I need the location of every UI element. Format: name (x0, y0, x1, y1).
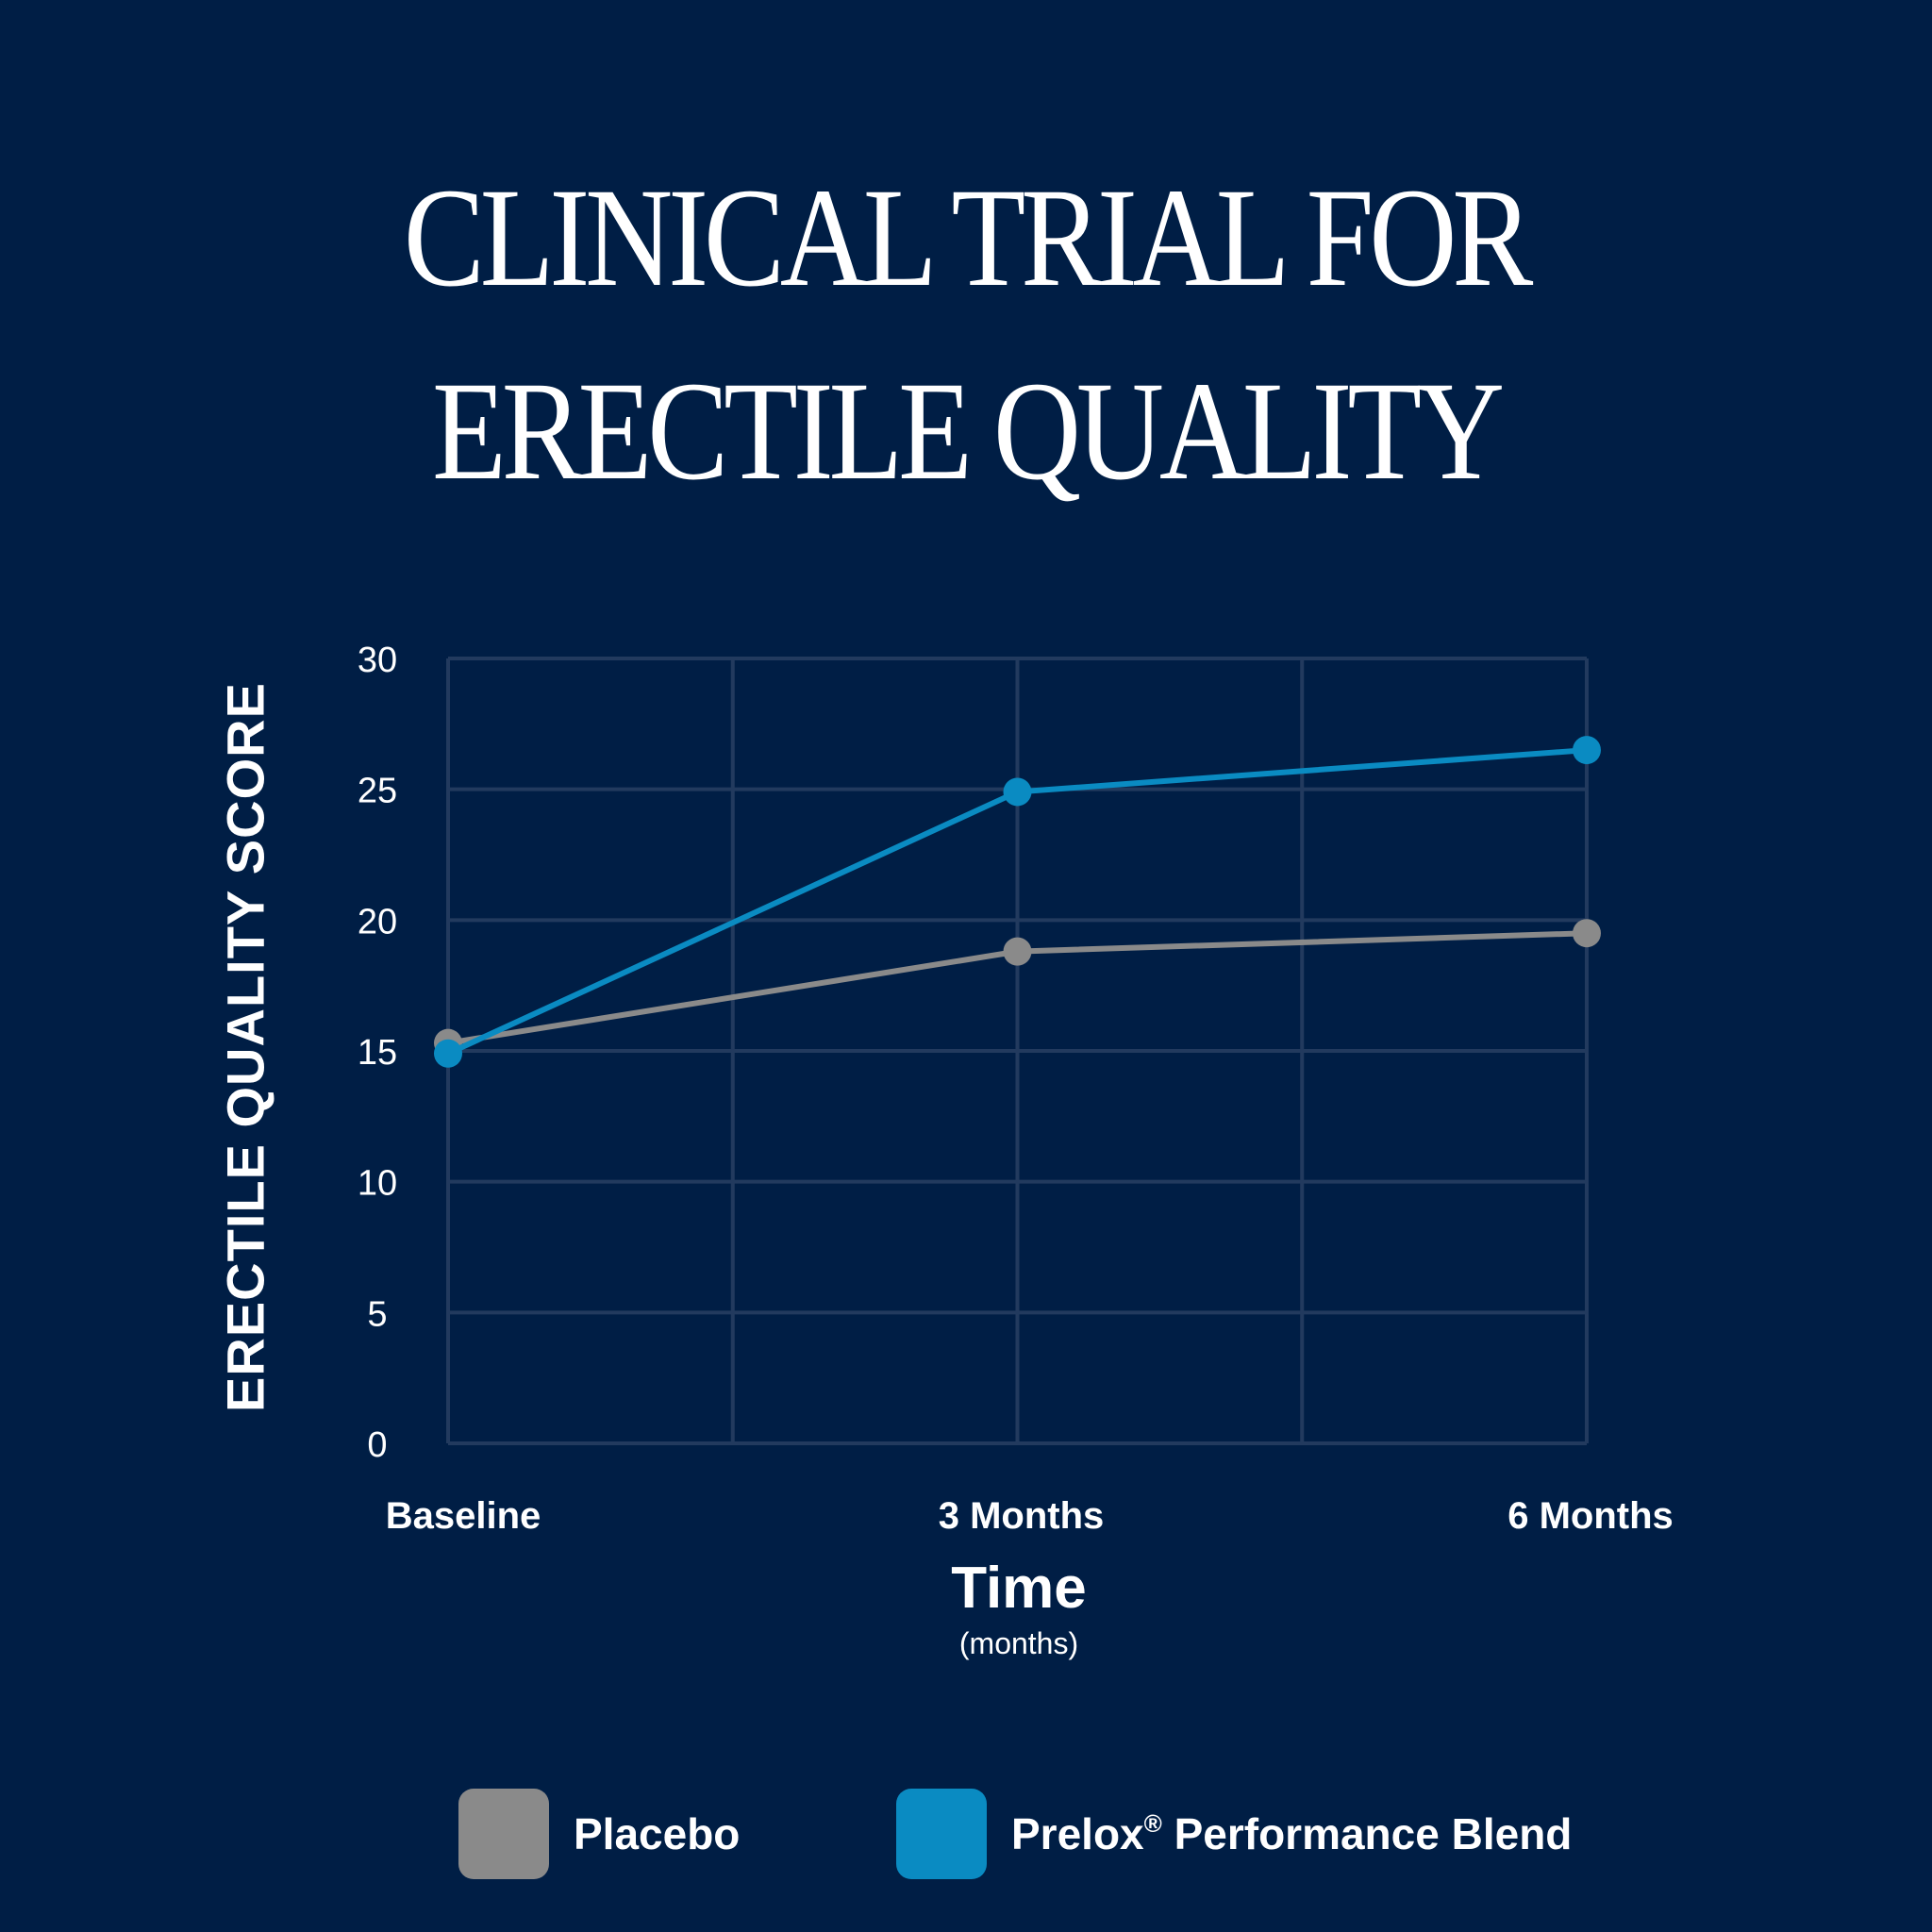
y-tick-label: 25 (358, 772, 397, 811)
y-tick-label: 15 (358, 1033, 397, 1073)
chart-title-line-2: ERECTILE QUALITY (432, 353, 1505, 509)
x-tick-label: Baseline (386, 1495, 541, 1537)
x-tick-label: 3 Months (939, 1495, 1105, 1537)
legend-label-placebo: Placebo (574, 1809, 741, 1858)
data-point-blend (1573, 736, 1601, 765)
registered-mark: ® (1143, 1809, 1162, 1838)
y-tick-label: 5 (367, 1294, 387, 1334)
data-point-blend (434, 1039, 462, 1068)
chart-title: CLINICAL TRIAL FOR ERECTILE QUALITY (135, 142, 1796, 528)
legend-label-blend-main: Prelox (1011, 1809, 1144, 1858)
y-tick-label: 20 (358, 902, 397, 941)
legend-item-placebo: Placebo (458, 1789, 740, 1879)
x-axis-label: Time (951, 1556, 1087, 1621)
legend-swatch-blend (896, 1789, 987, 1879)
legend-label-blend-rest: Performance Blend (1161, 1809, 1573, 1858)
y-tick-label: 0 (367, 1425, 387, 1465)
legend-label-blend: Prelox® Performance Blend (1011, 1808, 1572, 1859)
legend-swatch-placebo (458, 1789, 549, 1879)
legend-item-blend: Prelox® Performance Blend (896, 1789, 1572, 1879)
x-tick-label: 6 Months (1507, 1495, 1674, 1537)
x-axis-unit: (months) (958, 1626, 1079, 1660)
legend: Placebo Prelox® Performance Blend (0, 1789, 1932, 1879)
data-point-placebo (1573, 919, 1601, 948)
y-tick-label: 30 (358, 641, 397, 680)
data-point-placebo (1003, 937, 1032, 966)
y-axis-label: ERECTILE QUALITY SCORE (215, 682, 275, 1412)
y-tick-label: 10 (358, 1164, 397, 1204)
data-point-blend (1003, 777, 1032, 807)
chart-title-line-1: CLINICAL TRIAL FOR (403, 159, 1533, 316)
